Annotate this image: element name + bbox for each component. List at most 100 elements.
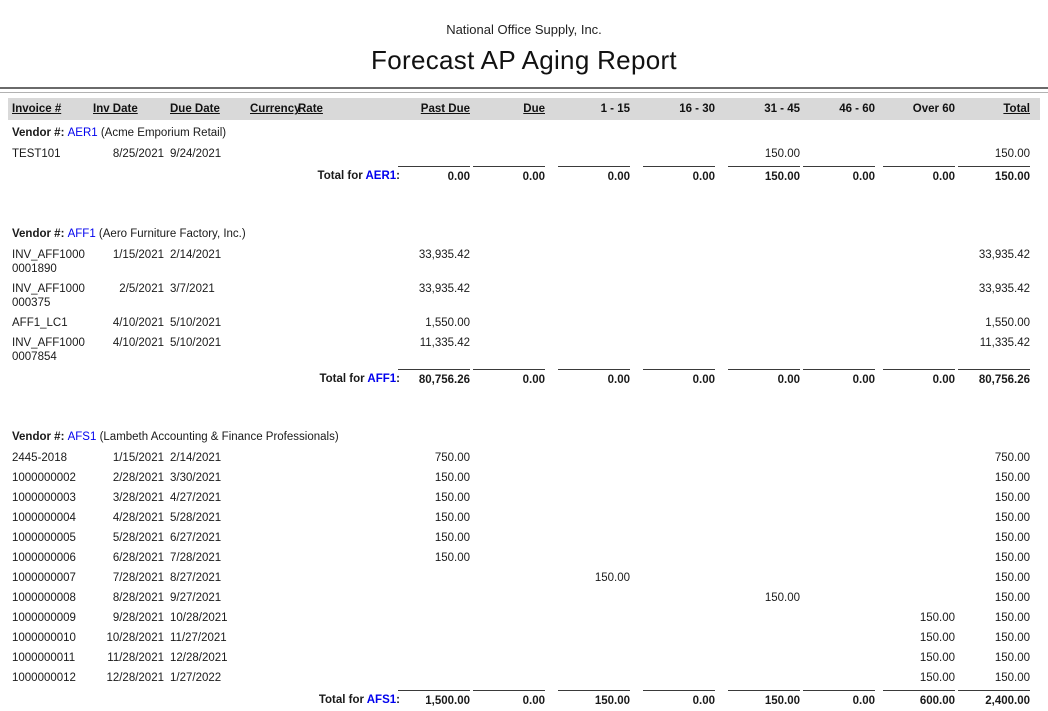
- cell-over_60: 150.00: [919, 632, 955, 644]
- invoice-row: 1000000003 3/28/2021 4/27/2021 150.00 150.00: [8, 488, 1040, 508]
- cell-due: [470, 628, 545, 648]
- cell-b31_45: [715, 608, 800, 628]
- invoice-row: 1000000002 2/28/2021 3/30/2021 150.00 150.00: [8, 468, 1040, 488]
- cell-total: 150.00: [994, 612, 1030, 624]
- cell-total-b1_15: 0.00: [545, 367, 630, 390]
- cell-b31_45: [715, 508, 800, 528]
- cell-due-date: 5/10/2021: [170, 337, 222, 349]
- cell-b16_30: [630, 245, 715, 279]
- cell-b31_45: [715, 279, 800, 313]
- cell-total: 150.00: [994, 472, 1030, 484]
- cell-rate: [298, 508, 346, 528]
- vendor-header-row: Vendor #: AER1 (Acme Emporium Retail): [8, 120, 1040, 144]
- cell-due-date: 2/14/2021: [170, 249, 222, 261]
- cell-inv-date: 8/25/2021: [112, 148, 164, 160]
- cell-b1_15: [545, 548, 630, 568]
- cell-over_60: [875, 333, 955, 367]
- cell-due: [470, 313, 545, 333]
- cell-over_60: [875, 144, 955, 164]
- divider-rule-dark: [0, 87, 1048, 89]
- cell-total-over_60: 0.00: [875, 164, 955, 187]
- cell-b46_60: [800, 144, 875, 164]
- invoice-row: 1000000007 7/28/2021 8/27/2021 150.00 150.00: [8, 568, 1040, 588]
- table-body: Vendor #: AER1 (Acme Emporium Retail) TES…: [8, 120, 1040, 711]
- cell-total: 150.00: [994, 532, 1030, 544]
- cell-inv-date: 12/28/2021: [106, 672, 164, 684]
- cell-b16_30: [630, 648, 715, 668]
- cell-total: 150.00: [994, 552, 1030, 564]
- cell-inv-date: 2/5/2021: [119, 283, 164, 295]
- cell-total: 150.00: [994, 672, 1030, 684]
- cell-b31_45: 150.00: [764, 148, 800, 160]
- cell-due: [470, 448, 545, 468]
- cell-b16_30: [630, 668, 715, 688]
- cell-rate: [298, 608, 346, 628]
- total-value: 0.00: [473, 166, 545, 184]
- vendor-header-row: Vendor #: AFS1 (Lambeth Accounting & Fin…: [8, 424, 1040, 448]
- cell-total: 11,335.42: [979, 337, 1030, 349]
- cell-b46_60: [800, 568, 875, 588]
- cell-b16_30: [630, 468, 715, 488]
- vendor-prefix-label: Vendor #:: [12, 228, 68, 240]
- cell-due-date: 3/30/2021: [170, 472, 222, 484]
- cell-due: [470, 568, 545, 588]
- cell-due: [470, 668, 545, 688]
- vendor-code-link[interactable]: AER1: [67, 127, 98, 139]
- invoice-row: 1000000011 11/28/2021 12/28/2021 150.00 150.…: [8, 648, 1040, 668]
- cell-past_due: 750.00: [434, 452, 470, 464]
- cell-total-b46_60: 0.00: [800, 688, 875, 711]
- cell-total: 750.00: [994, 452, 1030, 464]
- cell-due: [470, 333, 545, 367]
- vendor-code-link[interactable]: AFF1: [67, 228, 96, 240]
- cell-b46_60: [800, 488, 875, 508]
- cell-total: 150.00: [994, 492, 1030, 504]
- col-over-60: Over 60: [912, 103, 955, 115]
- cell-over_60: [875, 548, 955, 568]
- cell-b16_30: [630, 548, 715, 568]
- vendor-code-link[interactable]: AER1: [365, 170, 397, 182]
- cell-due: [470, 528, 545, 548]
- cell-due-date: 9/27/2021: [170, 592, 222, 604]
- vendor-name: (Lambeth Accounting & Finance Profession…: [96, 431, 339, 443]
- cell-due-date: 5/10/2021: [170, 317, 222, 329]
- col-invoice-number: Invoice #: [12, 103, 62, 115]
- col-1-15: 1 - 15: [600, 103, 630, 115]
- cell-rate: [298, 468, 346, 488]
- col-due-date: Due Date: [170, 103, 220, 115]
- cell-past_due: [346, 668, 470, 688]
- cell-currency: [242, 628, 298, 648]
- invoice-row: INV_AFF1000 0001890 1/15/2021 2/14/2021 33,9…: [8, 245, 1040, 279]
- vendor-name: (Acme Emporium Retail): [97, 127, 227, 139]
- total-value: 0.00: [643, 166, 715, 184]
- invoice-row: INV_AFF1000 000375 2/5/2021 3/7/2021 33,935.…: [8, 279, 1040, 313]
- cell-inv-date: 3/28/2021: [112, 492, 164, 504]
- cell-currency: [242, 245, 298, 279]
- cell-over_60: 150.00: [919, 672, 955, 684]
- cell-due-date: 8/27/2021: [170, 572, 222, 584]
- cell-b16_30: [630, 313, 715, 333]
- invoice-row: TEST101 8/25/2021 9/24/2021 150.00 150.00: [8, 144, 1040, 164]
- total-value: 0.00: [643, 369, 715, 387]
- cell-rate: [298, 144, 346, 164]
- cell-over_60: 150.00: [919, 652, 955, 664]
- cell-rate: [298, 668, 346, 688]
- cell-due: [470, 279, 545, 313]
- cell-currency: [242, 448, 298, 468]
- cell-rate: [298, 628, 346, 648]
- cell-due-date: 12/28/2021: [170, 652, 228, 664]
- vendor-code-link[interactable]: AFS1: [366, 694, 397, 706]
- vendor-code-link[interactable]: AFF1: [367, 373, 397, 385]
- total-value: 0.00: [473, 369, 545, 387]
- cell-currency: [242, 144, 298, 164]
- vendor-code-link[interactable]: AFS1: [67, 431, 97, 443]
- total-value: 0.00: [728, 369, 800, 387]
- cell-total-due: 0.00: [470, 367, 545, 390]
- cell-b16_30: [630, 488, 715, 508]
- vendor-total-caption: Total for AER1:: [317, 170, 400, 182]
- cell-total-b46_60: 0.00: [800, 164, 875, 187]
- cell-currency: [242, 468, 298, 488]
- cell-b46_60: [800, 648, 875, 668]
- cell-b1_15: [545, 608, 630, 628]
- col-31-45: 31 - 45: [764, 103, 800, 115]
- invoice-row: 1000000012 12/28/2021 1/27/2022 150.00 150.0…: [8, 668, 1040, 688]
